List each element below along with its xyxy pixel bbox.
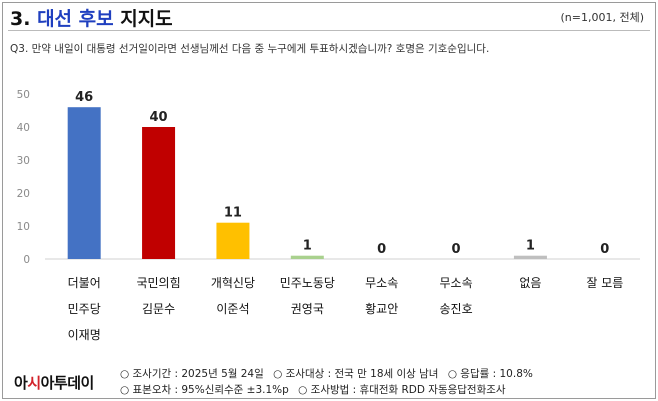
y-tick-label: 50 [17,89,30,101]
sampling-error: ○ 표본오차 : 95%신뢰수준 ±3.1%p [120,384,289,396]
bar [142,127,176,259]
x-category-label: 황교안 [365,302,398,316]
response-rate: ○ 응답률 : 10.8% [447,368,533,380]
logo-part-dot: 시 [27,374,41,392]
y-tick-label: 0 [23,254,30,266]
bar [290,255,324,259]
survey-period: ○ 조사기간 : 2025년 5월 24일 [120,368,264,380]
x-category-label: 민주노동당 [280,276,335,290]
data-label: 46 [75,90,93,105]
survey-question: Q3. 만약 내일이 대통령 선거일이라면 선생님께선 다음 중 누구에게 투표… [10,43,490,55]
x-category-label: 송진호 [440,302,473,316]
title-highlight: 대선 후보 [37,8,114,30]
y-tick-label: 40 [17,122,30,134]
footer: 아시아투데이 ○ 조사기간 : 2025년 5월 24일 ○ 조사대상 : 전국… [14,366,644,396]
x-category-label: 잘 모름 [586,276,623,290]
x-category-label: 민주당 [68,302,101,316]
y-tick-label: 30 [17,155,30,167]
x-category-label: 이준석 [216,302,249,316]
logo-part-b: 아투데이 [40,374,95,392]
bar [513,255,547,259]
title-suffix: 지지도 [113,8,173,30]
sample-note: (n=1,001, 전체) [560,11,645,24]
x-category-label: 국민의힘 [136,276,180,290]
x-category-label: 김문수 [142,302,175,316]
data-label: 11 [224,206,242,221]
y-tick-label: 20 [17,188,30,200]
data-label: 0 [377,242,386,257]
title-divider [8,30,650,31]
title-prefix: 3. [10,8,38,30]
data-label: 0 [600,242,609,257]
x-category-label: 이재명 [68,328,101,342]
bar [67,107,101,259]
x-category-label: 무소속 [440,276,473,290]
x-category-label: 권영국 [291,302,324,316]
data-label: 1 [526,239,535,254]
publisher-logo: 아시아투데이 [14,372,94,393]
chart-title: 3. 대선 후보 지지도 [10,4,173,31]
survey-method: ○ 조사방법 : 휴대전화 RDD 자동응답전화조사 [298,384,506,396]
survey-target: ○ 조사대상 : 전국 만 18세 이상 남녀 [273,368,439,380]
data-label: 0 [452,242,461,257]
x-category-label: 없음 [519,276,541,290]
x-category-label: 무소속 [365,276,398,290]
y-tick-label: 10 [17,221,30,233]
bar [216,222,250,259]
logo-part-a: 아 [14,374,28,392]
data-label: 1 [303,239,312,254]
survey-meta: ○ 조사기간 : 2025년 5월 24일 ○ 조사대상 : 전국 만 18세 … [120,366,539,398]
x-category-label: 더불어 [68,276,101,290]
x-category-label: 개혁신당 [211,276,255,290]
data-label: 40 [150,110,168,125]
